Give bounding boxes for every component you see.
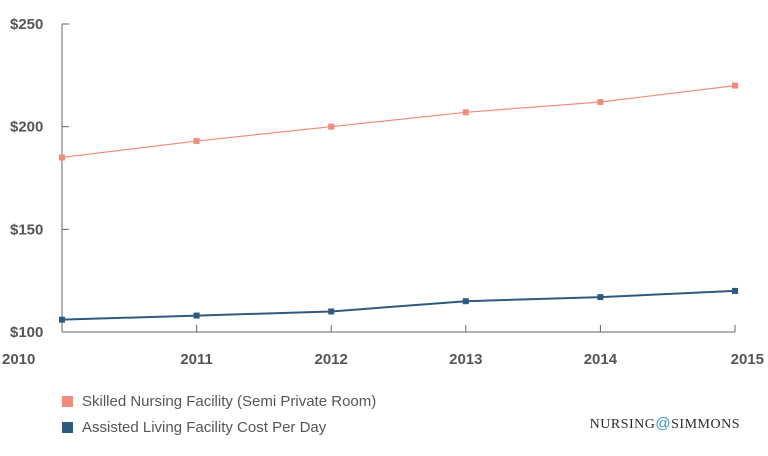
series-line-1 (61, 289, 736, 321)
data-point-1-0 (59, 316, 65, 323)
data-point-1-4 (597, 294, 604, 301)
x-tick-label: 2015 (731, 351, 764, 368)
chart-axes (61, 24, 735, 333)
data-point-1-5 (732, 287, 738, 294)
brand-logo-at: @ (655, 415, 672, 432)
x-tick-label: 2010 (2, 351, 35, 368)
y-tick-label: $200 (10, 119, 43, 136)
data-point-1-3 (462, 298, 469, 305)
legend-label-assisted-living: Assisted Living Facility Cost Per Day (82, 418, 327, 436)
data-point-1-2 (328, 308, 335, 315)
brand-logo-right: SIMMONS (671, 417, 740, 432)
data-point-0-3 (462, 109, 469, 116)
data-point-0-1 (193, 138, 200, 145)
x-tick-label: 2013 (449, 351, 482, 368)
x-tick-label: 2014 (584, 351, 618, 368)
data-point-0-0 (59, 154, 65, 161)
legend-swatch-assisted-living (62, 421, 73, 433)
line-chart: $100$150$200$250 2010 2011 2012 2013 2014 201… (2, 16, 764, 368)
data-point-0-2 (328, 123, 335, 130)
legend-item-assisted-living: Assisted Living Facility Cost Per Day (62, 414, 376, 440)
legend-swatch-skilled-nursing (62, 395, 73, 407)
y-axis-ticks: $100 $150 $200 $250 (10, 16, 69, 341)
brand-logo: NURSING@SIMMONS (590, 415, 740, 433)
x-axis-ticks: 2010 2011 2012 2013 2014 2015 (2, 325, 764, 368)
legend-item-skilled-nursing: Skilled Nursing Facility (Semi Private R… (62, 388, 376, 414)
chart-series (59, 82, 738, 323)
data-point-0-4 (597, 99, 604, 106)
data-point-0-5 (732, 82, 738, 89)
y-tick-label: $100 (10, 324, 43, 341)
brand-logo-left: NURSING (589, 417, 656, 432)
legend-label-skilled-nursing: Skilled Nursing Facility (Semi Private R… (82, 392, 377, 410)
y-tick-label: $250 (10, 16, 43, 33)
chart-legend: Skilled Nursing Facility (Semi Private R… (62, 388, 376, 440)
x-tick-label: 2012 (315, 351, 348, 368)
x-tick-label: 2011 (180, 351, 213, 368)
series-line-0 (61, 85, 736, 159)
y-tick-label: $150 (10, 221, 43, 238)
data-point-1-1 (193, 312, 200, 319)
